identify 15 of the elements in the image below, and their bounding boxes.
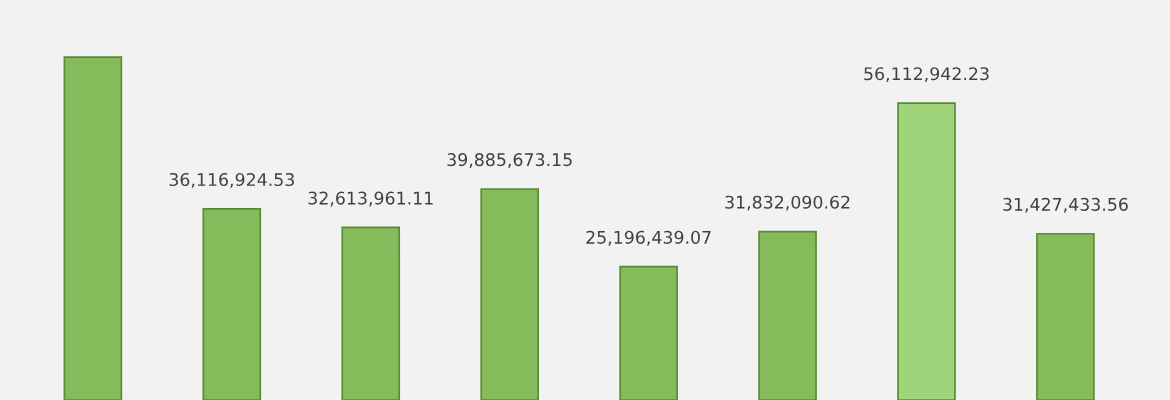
bar [202,208,262,400]
bar [619,265,678,400]
bar [758,230,817,400]
bar [341,226,401,400]
bar [480,188,539,400]
bar [63,56,123,400]
data-label: 32,613,961.11 [308,191,433,207]
bar [1036,232,1095,400]
bar [897,102,956,400]
data-label: 31,832,090.62 [725,195,850,211]
data-label: 56,112,942.23 [864,67,989,83]
data-label: 31,427,433.56 [1003,197,1128,213]
data-label: 25,196,439.07 [586,230,711,246]
data-label: 39,885,673.15 [447,153,572,168]
data-label: 36,116,924.53 [169,172,294,188]
